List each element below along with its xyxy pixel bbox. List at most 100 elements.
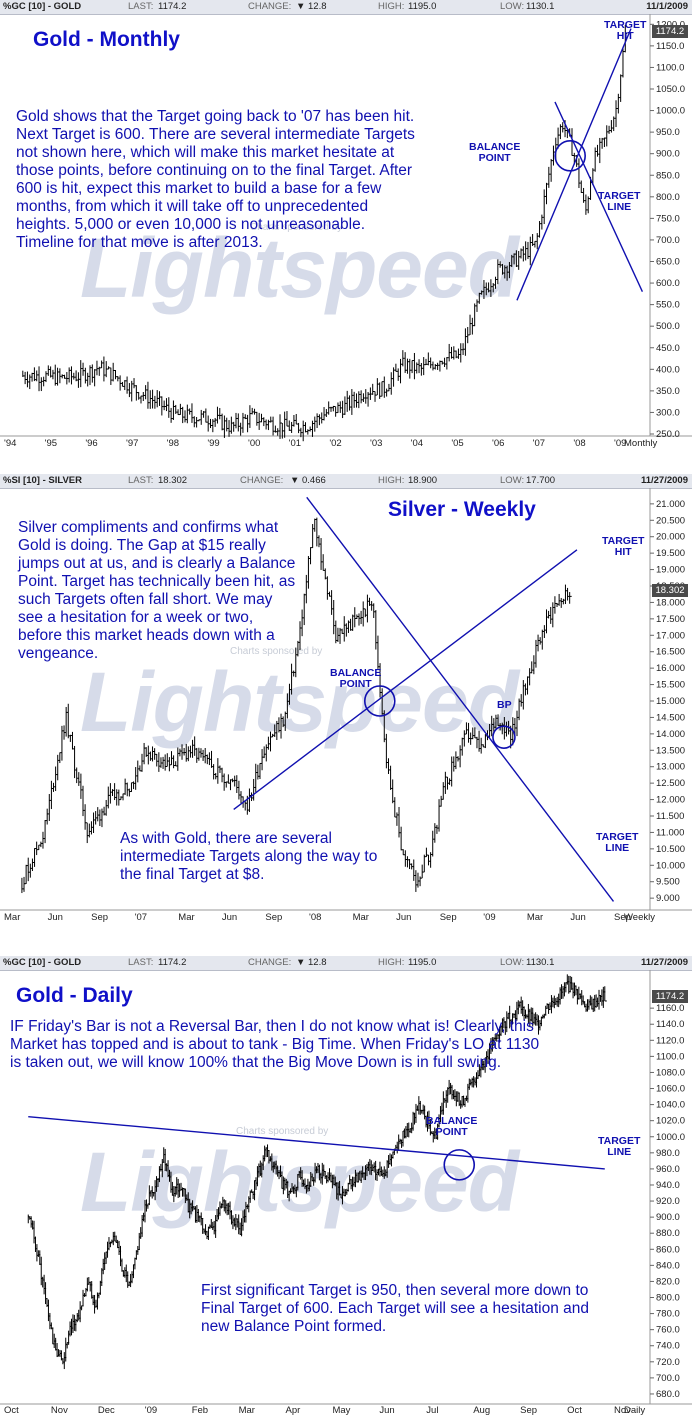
y-tick-label: 1000.0 <box>656 1132 685 1143</box>
date-label: 11/27/2009 <box>640 475 688 486</box>
y-tick-label: 12.500 <box>656 778 685 789</box>
y-tick-label: 880.0 <box>656 1228 680 1239</box>
target-line-up <box>233 549 578 810</box>
change-down-icon: ▼ <box>290 475 300 486</box>
periodicity-label: Weekly <box>624 912 655 923</box>
y-tick-label: 800.0 <box>656 192 680 203</box>
y-tick-label: 1000.0 <box>656 106 685 117</box>
target-line-down <box>554 101 644 292</box>
y-tick-label: 700.0 <box>656 235 680 246</box>
balance-point-circle <box>443 1149 476 1181</box>
balance-point-label: BALANCE POINT <box>469 141 521 164</box>
y-tick-label: 10.000 <box>656 860 685 871</box>
chart-note: IF Friday's Bar is not a Reversal Bar, t… <box>10 1018 540 1071</box>
chart-header: %GC [10] - GOLD LAST: 1174.2 CHANGE: ▼ 1… <box>0 0 692 15</box>
chart-title: Gold - Daily <box>16 984 133 1007</box>
last-value: 1174.2 <box>158 1 187 12</box>
y-tick-label: 17.000 <box>656 630 685 641</box>
x-tick-label: Sep <box>265 912 282 923</box>
target-line-label: TARGET LINE <box>598 1135 641 1158</box>
x-tick-label: Jun <box>396 912 411 923</box>
y-tick-label: 16.000 <box>656 663 685 674</box>
y-tick-label: 16.500 <box>656 647 685 658</box>
y-tick-label: 1140.0 <box>656 1019 684 1030</box>
change-down-icon: ▼ <box>296 957 306 968</box>
x-tick-label: Jun <box>570 912 585 923</box>
high-value: 1195.0 <box>408 1 437 12</box>
change-value: 0.466 <box>302 475 326 486</box>
y-tick-label: 13.000 <box>656 762 685 773</box>
y-tick-label: 550.0 <box>656 300 680 311</box>
periodicity-label: Daily <box>624 1405 645 1416</box>
y-tick-label: 400.0 <box>656 364 680 375</box>
silver-weekly-panel: %SI [10] - SILVER LAST: 18.302 CHANGE: ▼… <box>0 474 692 926</box>
y-tick-label: 740.0 <box>656 1341 680 1352</box>
x-tick-label: '94 <box>4 438 16 449</box>
y-tick-label: 350.0 <box>656 386 680 397</box>
x-tick-label: Sep <box>440 912 457 923</box>
y-tick-label: 300.0 <box>656 407 680 418</box>
high-label: HIGH: <box>378 957 405 968</box>
y-tick-label: 920.0 <box>656 1196 680 1207</box>
y-tick-label: 21.000 <box>656 499 685 510</box>
y-tick-label: 20.000 <box>656 532 685 543</box>
x-tick-label: '09 <box>614 438 626 449</box>
change-value: 12.8 <box>308 957 327 968</box>
y-tick-label: 500.0 <box>656 321 680 332</box>
x-tick-label: '97 <box>126 438 138 449</box>
x-tick-label: Oct <box>4 1405 19 1416</box>
low-label: LOW: <box>500 957 525 968</box>
y-tick-label: 1080.0 <box>656 1067 685 1078</box>
y-tick-label: 850.0 <box>656 170 680 181</box>
x-tick-label: Mar <box>353 912 369 923</box>
x-tick-label: May <box>332 1405 350 1416</box>
x-tick-label: Sep <box>91 912 108 923</box>
bp-circle <box>492 725 516 749</box>
x-tick-label: '98 <box>167 438 179 449</box>
x-tick-label: '02 <box>329 438 341 449</box>
y-tick-label: 1200.0 <box>656 19 685 30</box>
gold-monthly-panel: %GC [10] - GOLD LAST: 1174.2 CHANGE: ▼ 1… <box>0 0 692 452</box>
watermark-sub: Charts sponsored by <box>250 222 343 233</box>
y-tick-label: 800.0 <box>656 1293 680 1304</box>
y-tick-label: 19.500 <box>656 548 685 559</box>
x-tick-label: '99 <box>207 438 219 449</box>
x-tick-label: Dec <box>98 1405 115 1416</box>
gold-monthly-chart: 250.0 300.0 350.0 400.0 450.0 500.0 550.0 600.0… <box>0 14 692 449</box>
low-value: 1130.1 <box>526 957 555 968</box>
target-line-down <box>306 496 615 902</box>
silver-weekly-chart: 9.000 9.500 10.000 10.500 11.000 11.500 12.000… <box>0 488 692 923</box>
watermark: Lightspeed <box>80 1135 519 1229</box>
x-tick-label: Aug <box>473 1405 490 1416</box>
y-tick-label: 14.000 <box>656 729 685 740</box>
chart-header: %GC [10] - GOLD LAST: 1174.2 CHANGE: ▼ 1… <box>0 956 692 971</box>
last-value: 18.302 <box>158 475 188 486</box>
x-tick-label: Mar <box>239 1405 255 1416</box>
x-tick-label: '04 <box>411 438 423 449</box>
last-value: 1174.2 <box>158 957 187 968</box>
chart-note-2: As with Gold, there are several intermed… <box>120 830 378 883</box>
x-tick-label: Sep <box>520 1405 537 1416</box>
last-label: LAST: <box>128 475 154 486</box>
low-value: 1130.1 <box>526 1 555 12</box>
x-tick-label: Mar <box>178 912 194 923</box>
watermark-sub: Charts sponsored by <box>230 646 323 657</box>
x-tick-label: Mar <box>4 912 20 923</box>
x-tick-label: Jun <box>48 912 63 923</box>
y-tick-label: 940.0 <box>656 1180 680 1191</box>
low-label: LOW: <box>500 1 525 12</box>
x-tick-label: '07 <box>533 438 545 449</box>
y-tick-label: 760.0 <box>656 1325 680 1336</box>
change-label: CHANGE: <box>248 1 292 12</box>
last-price-marker: 1174.2 <box>652 25 688 38</box>
chart-note: Silver compliments and confirms what Gol… <box>18 519 296 662</box>
x-tick-label: '96 <box>85 438 97 449</box>
y-tick-label: 960.0 <box>656 1164 680 1175</box>
y-tick-label: 11.000 <box>656 827 684 838</box>
balance-point-circle <box>363 685 396 717</box>
y-tick-label: 750.0 <box>656 213 680 224</box>
last-label: LAST: <box>128 957 154 968</box>
x-tick-label: '00 <box>248 438 260 449</box>
watermark: Lightspeed <box>80 655 519 749</box>
y-tick-label: 20.500 <box>656 515 685 526</box>
